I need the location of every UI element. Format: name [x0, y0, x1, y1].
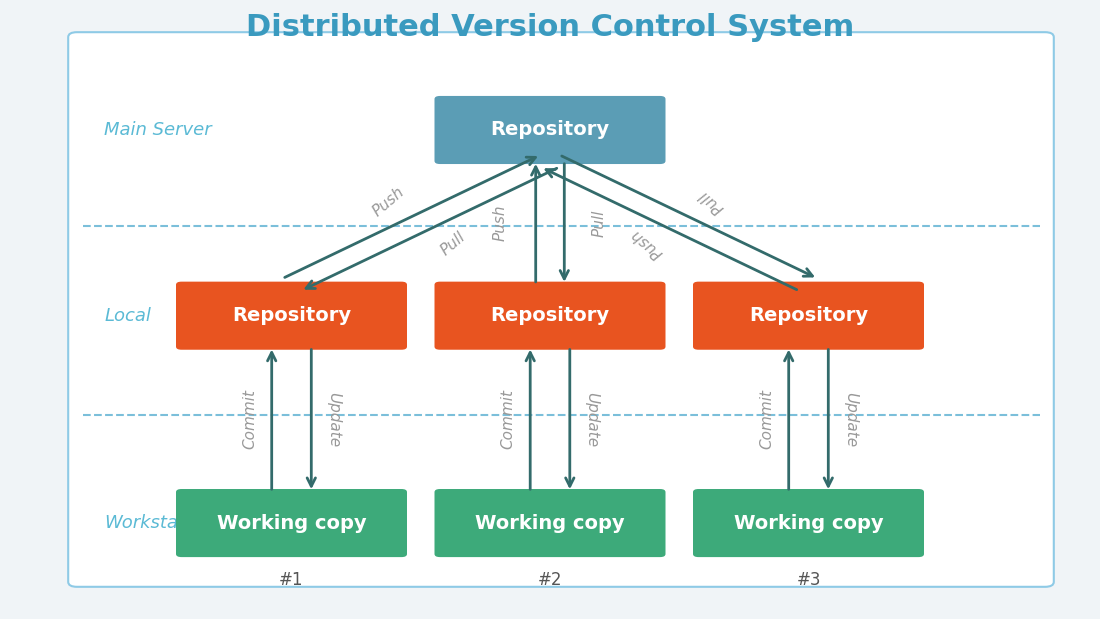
FancyBboxPatch shape — [434, 96, 666, 164]
FancyBboxPatch shape — [434, 489, 666, 557]
Text: Workstation: Workstation — [104, 514, 212, 532]
Text: Local: Local — [104, 306, 152, 325]
Text: #1: #1 — [279, 571, 304, 589]
Text: Main Server: Main Server — [104, 121, 212, 139]
Text: Commit: Commit — [759, 389, 774, 449]
Text: Update: Update — [843, 392, 858, 447]
FancyBboxPatch shape — [176, 489, 407, 557]
Text: Commit: Commit — [242, 389, 257, 449]
Text: #3: #3 — [796, 571, 821, 589]
Text: Repository: Repository — [232, 306, 351, 325]
Text: Distributed Version Control System: Distributed Version Control System — [246, 13, 854, 41]
Text: Working copy: Working copy — [475, 514, 625, 532]
Text: Push: Push — [628, 227, 666, 262]
Text: Pull: Pull — [438, 230, 469, 259]
Text: #2: #2 — [538, 571, 562, 589]
Text: Push: Push — [493, 205, 508, 241]
Text: Repository: Repository — [491, 306, 609, 325]
Text: Push: Push — [370, 184, 407, 219]
Text: Repository: Repository — [749, 306, 868, 325]
Text: Pull: Pull — [696, 187, 727, 216]
FancyBboxPatch shape — [68, 32, 1054, 587]
Text: Repository: Repository — [491, 121, 609, 139]
FancyBboxPatch shape — [693, 282, 924, 350]
FancyBboxPatch shape — [693, 489, 924, 557]
Text: Update: Update — [326, 392, 341, 447]
Text: Commit: Commit — [500, 389, 516, 449]
Text: Update: Update — [584, 392, 600, 447]
Text: Pull: Pull — [592, 209, 607, 236]
FancyBboxPatch shape — [176, 282, 407, 350]
FancyBboxPatch shape — [434, 282, 666, 350]
Text: Working copy: Working copy — [734, 514, 883, 532]
Text: Working copy: Working copy — [217, 514, 366, 532]
